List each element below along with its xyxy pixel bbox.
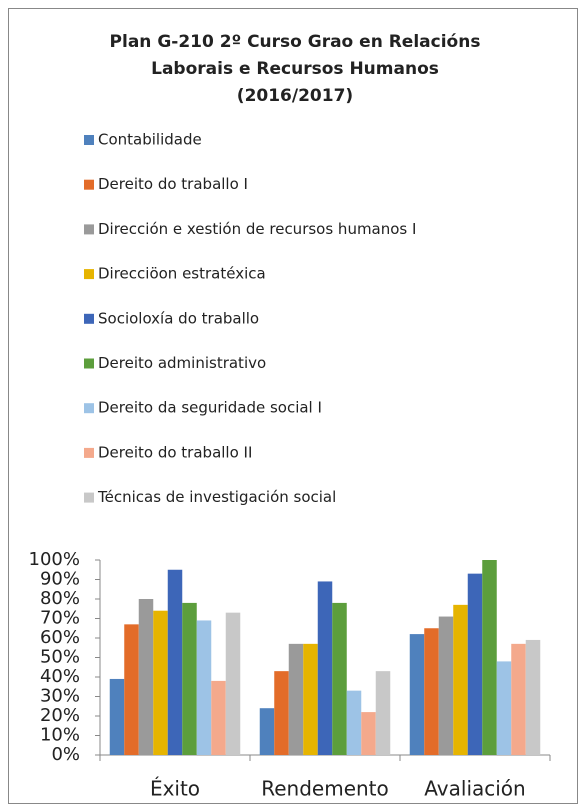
bar bbox=[167, 569, 183, 755]
y-tick-label: 90% bbox=[40, 569, 80, 590]
legend-label: Dirección e xestión de recursos humanos … bbox=[98, 220, 416, 238]
bar bbox=[346, 690, 362, 755]
y-tick-label: 10% bbox=[40, 725, 80, 746]
chart-title: Laborais e Recursos Humanos bbox=[151, 59, 439, 79]
legend-label: Socioloxía do traballo bbox=[98, 309, 259, 327]
bar bbox=[482, 560, 497, 755]
bar bbox=[153, 610, 168, 755]
bar bbox=[496, 661, 512, 755]
legend-label: Dereito da seguridade social I bbox=[98, 399, 322, 417]
legend-label: Contabilidade bbox=[98, 131, 202, 149]
bar bbox=[453, 604, 468, 755]
bar bbox=[196, 620, 212, 755]
x-tick-label: Rendemento bbox=[261, 777, 389, 801]
legend-swatch bbox=[84, 224, 94, 235]
bar bbox=[409, 634, 425, 755]
legend-label: Técnicas de investigación social bbox=[97, 488, 336, 506]
bar bbox=[332, 602, 347, 755]
bar bbox=[225, 612, 241, 755]
y-tick-label: 100% bbox=[29, 549, 80, 570]
x-tick-label: Avaliación bbox=[424, 777, 525, 801]
legend-label: Direcciöon estratéxica bbox=[98, 265, 266, 283]
y-tick-label: 40% bbox=[40, 666, 80, 687]
bar bbox=[303, 643, 318, 755]
bar bbox=[511, 643, 526, 755]
legend-label: Dereito do traballo II bbox=[98, 443, 252, 461]
legend-swatch bbox=[84, 313, 94, 324]
legend-label: Dereito administrativo bbox=[98, 354, 266, 372]
bar bbox=[288, 643, 304, 755]
bar bbox=[467, 573, 483, 755]
legend-swatch bbox=[84, 403, 94, 414]
y-tick-label: 30% bbox=[40, 686, 80, 707]
y-tick-label: 0% bbox=[51, 744, 80, 765]
bar bbox=[317, 581, 333, 755]
bar bbox=[211, 680, 226, 755]
legend-swatch bbox=[84, 447, 94, 458]
bar bbox=[138, 599, 154, 755]
bar bbox=[274, 671, 289, 755]
chart-title: Plan G-210 2º Curso Grao en Relacións bbox=[110, 32, 481, 52]
legend-swatch bbox=[84, 358, 94, 369]
x-tick-label: Éxito bbox=[150, 777, 200, 801]
chart-title: (2016/2017) bbox=[237, 86, 353, 106]
bar bbox=[438, 616, 454, 755]
y-tick-label: 70% bbox=[40, 608, 80, 629]
bar bbox=[182, 602, 197, 755]
legend-label: Dereito do traballo I bbox=[98, 175, 248, 193]
bar bbox=[259, 708, 275, 755]
y-tick-label: 50% bbox=[40, 647, 80, 668]
legend-swatch bbox=[84, 269, 94, 280]
bar bbox=[424, 628, 439, 755]
legend-swatch bbox=[84, 135, 94, 145]
bar bbox=[375, 671, 391, 755]
y-tick-label: 60% bbox=[40, 627, 80, 648]
bar bbox=[361, 712, 376, 755]
legend-swatch bbox=[84, 179, 94, 190]
bar bbox=[109, 678, 125, 755]
y-tick-label: 20% bbox=[40, 705, 80, 726]
bar bbox=[525, 639, 541, 755]
bar bbox=[124, 624, 139, 755]
y-tick-label: 80% bbox=[40, 588, 80, 609]
legend-swatch bbox=[84, 492, 94, 503]
